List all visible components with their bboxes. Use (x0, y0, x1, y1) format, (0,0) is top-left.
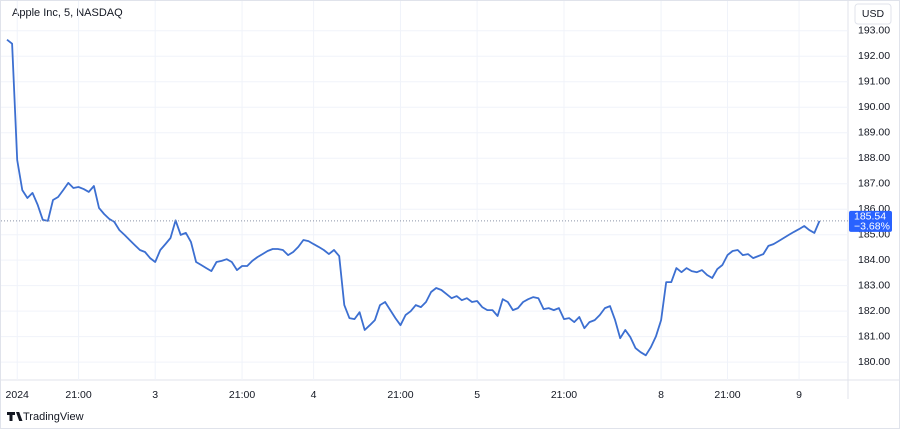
price-line (6, 38, 821, 357)
x-tick-label: 21:00 (714, 389, 740, 401)
brand-logo[interactable]: TradingView (7, 411, 84, 423)
grid (1, 1, 848, 380)
y-tick-label: 192.00 (858, 50, 890, 62)
y-tick-label: 189.00 (858, 126, 890, 138)
currency-box[interactable] (854, 3, 892, 25)
x-tick-label: 2024 (6, 389, 30, 401)
x-tick-label: 8 (658, 389, 664, 401)
x-tick-label: 3 (152, 389, 158, 401)
y-tick-label: 180.00 (858, 356, 890, 368)
y-tick-label: 190.00 (858, 101, 890, 113)
x-tick-label: 21:00 (387, 389, 413, 401)
change-label: −3.68% (854, 221, 890, 233)
brand: TradingView (23, 411, 84, 423)
y-tick-label: 184.00 (858, 254, 890, 266)
last-price-box (849, 210, 892, 232)
x-tick-label: 21:00 (551, 389, 577, 401)
y-tick-label: 182.00 (858, 305, 890, 317)
last-price-label: 185.54 (854, 211, 886, 223)
y-tick-label: 191.00 (858, 76, 890, 88)
y-tick-label: 188.00 (858, 152, 890, 164)
y-tick-label: 187.00 (858, 177, 890, 189)
logo-mark (7, 412, 23, 421)
x-tick-label: 21:00 (229, 389, 255, 401)
y-tick-label: 181.00 (858, 330, 890, 342)
x-tick-label: 21:00 (65, 389, 91, 401)
y-tick-label: 193.00 (858, 25, 890, 37)
y-tick-label: 183.00 (858, 279, 890, 291)
currency: USD (862, 8, 885, 20)
x-tick-label: 9 (796, 389, 802, 401)
chart-title: Apple Inc, 5, NASDAQ (12, 7, 123, 19)
x-tick-label: 5 (474, 389, 480, 401)
x-tick-label: 4 (311, 389, 317, 401)
